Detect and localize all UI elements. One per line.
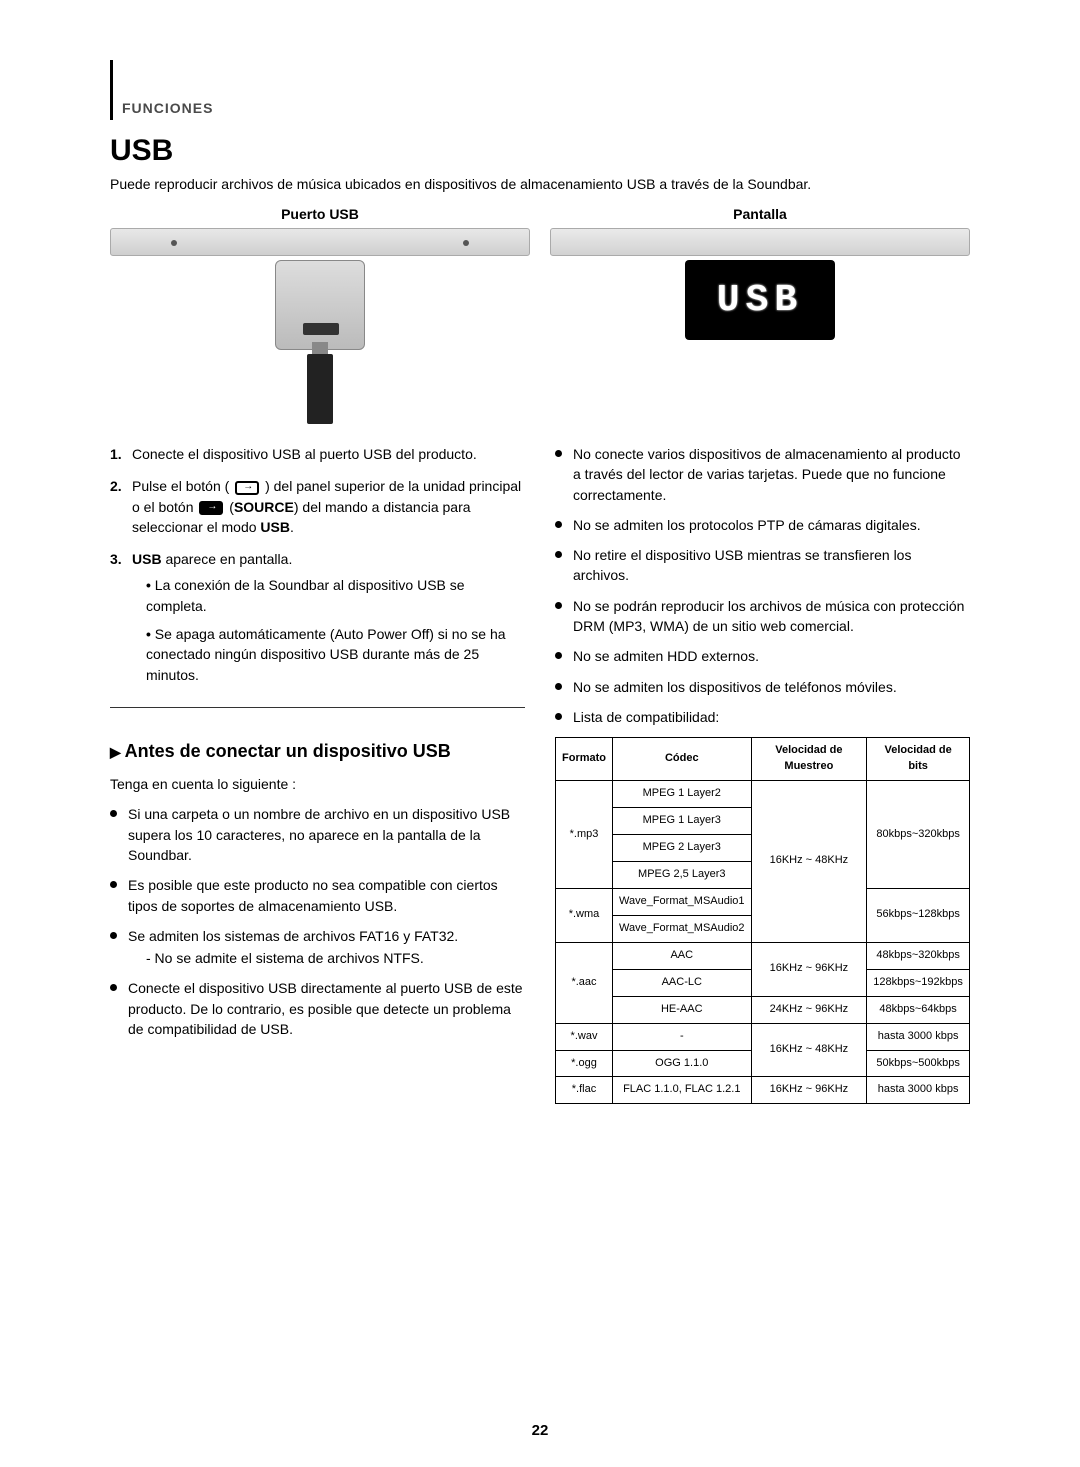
td-codec: MPEG 1 Layer2 [613,781,752,808]
section-header: FUNCIONES [122,60,970,116]
intro-text: Puede reproducir archivos de música ubic… [110,176,970,192]
td-codec: MPEG 1 Layer3 [613,808,752,835]
sub-bullet: La conexión de la Soundbar al dispositiv… [146,575,525,616]
left-column: 1. Conecte el dispositivo USB al puerto … [110,444,525,1104]
td-format: *.flac [556,1077,613,1104]
illustration-row: Puerto USB Pantalla USB [110,206,970,424]
td-sample-rate: 24KHz ~ 96KHz [751,996,867,1023]
sub-note: - No se admite el sistema de archivos NT… [128,948,525,968]
td-bitrate: 80kbps~320kbps [867,781,970,889]
separator [110,707,525,708]
content-columns: 1. Conecte el dispositivo USB al puerto … [110,444,970,1104]
step-text: Conecte el dispositivo USB al puerto USB… [132,444,477,464]
sub-bullet: Se apaga automáticamente (Auto Power Off… [146,624,525,685]
step-number: 1. [110,444,132,464]
display-label: Pantalla [550,206,970,222]
td-bitrate: hasta 3000 kbps [867,1077,970,1104]
td-sample-rate: 16KHz ~ 48KHz [751,1023,867,1077]
note-item: Conecte el dispositivo USB directamente … [110,978,525,1039]
td-format: *.ogg [556,1050,613,1077]
usb-port-illustration: Puerto USB [110,206,530,424]
panel-button-icon [235,481,259,495]
step-text: Pulse el botón ( ) del panel superior de… [132,476,525,537]
td-sample-rate: 16KHz ~ 96KHz [751,1077,867,1104]
sub-intro: Tenga en cuenta lo siguiente : [110,774,525,794]
main-title: USB [110,134,970,168]
usb-port-label: Puerto USB [110,206,530,222]
subsection-heading: Antes de conectar un dispositivo USB [110,738,525,764]
usb-stick-graphic [307,354,333,424]
td-codec: OGG 1.1.0 [613,1050,752,1077]
compatibility-table: Formato Códec Velocidad de Muestreo Velo… [555,737,970,1104]
note-item: No se podrán reproducir los archivos de … [555,596,970,637]
td-codec: MPEG 2 Layer3 [613,835,752,862]
td-codec: AAC-LC [613,969,752,996]
td-format: *.wma [556,888,613,942]
display-illustration: Pantalla USB [550,206,970,424]
td-bitrate: 48kbps~320kbps [867,942,970,969]
sub-bullets: La conexión de la Soundbar al dispositiv… [132,575,525,684]
step-1: 1. Conecte el dispositivo USB al puerto … [110,444,525,464]
note-item: No se admiten los protocolos PTP de cáma… [555,515,970,535]
note-item: No se admiten HDD externos. [555,646,970,666]
td-codec: HE-AAC [613,996,752,1023]
step-number: 3. [110,549,132,693]
note-item: Lista de compatibilidad: [555,707,970,727]
note-item: Se admiten los sistemas de archivos FAT1… [110,926,525,969]
td-bitrate: 56kbps~128kbps [867,888,970,942]
th-bitrate: Velocidad de bits [867,738,970,781]
td-codec: Wave_Format_MSAudio2 [613,915,752,942]
th-codec: Códec [613,738,752,781]
td-sample-rate: 16KHz ~ 96KHz [751,942,867,996]
display-screen: USB [685,260,835,340]
th-format: Formato [556,738,613,781]
td-format: *.aac [556,942,613,1023]
td-codec: - [613,1023,752,1050]
notes-right-list: No conecte varios dispositivos de almace… [555,444,970,727]
td-codec: AAC [613,942,752,969]
td-codec: Wave_Format_MSAudio1 [613,888,752,915]
right-column: No conecte varios dispositivos de almace… [555,444,970,1104]
note-item: Es posible que este producto no sea comp… [110,875,525,916]
steps-list: 1. Conecte el dispositivo USB al puerto … [110,444,525,693]
step-number: 2. [110,476,132,537]
td-codec: FLAC 1.1.0, FLAC 1.2.1 [613,1077,752,1104]
notes-left-list: Si una carpeta o un nombre de archivo en… [110,804,525,1039]
note-item: No retire el dispositivo USB mientras se… [555,545,970,586]
note-item: Si una carpeta o un nombre de archivo en… [110,804,525,865]
td-bitrate: 48kbps~64kbps [867,996,970,1023]
step-2: 2. Pulse el botón ( ) del panel superior… [110,476,525,537]
td-codec: MPEG 2,5 Layer3 [613,861,752,888]
td-format: *.wav [556,1023,613,1050]
th-sample-rate: Velocidad de Muestreo [751,738,867,781]
note-item: No se admiten los dispositivos de teléfo… [555,677,970,697]
td-format: *.mp3 [556,781,613,889]
td-bitrate: 128kbps~192kbps [867,969,970,996]
display-text: USB [717,279,803,322]
soundbar-graphic-2 [550,228,970,256]
source-button-icon [199,501,223,515]
step-3: 3. USB aparece en pantalla. La conexión … [110,549,525,693]
note-item: No conecte varios dispositivos de almace… [555,444,970,505]
page-number: 22 [0,1422,1080,1439]
soundbar-graphic [110,228,530,256]
td-bitrate: 50kbps~500kbps [867,1050,970,1077]
td-sample-rate: 16KHz ~ 48KHz [751,781,867,943]
step-text: USB aparece en pantalla. La conexión de … [132,549,525,693]
usb-port-graphic [275,260,365,350]
td-bitrate: hasta 3000 kbps [867,1023,970,1050]
